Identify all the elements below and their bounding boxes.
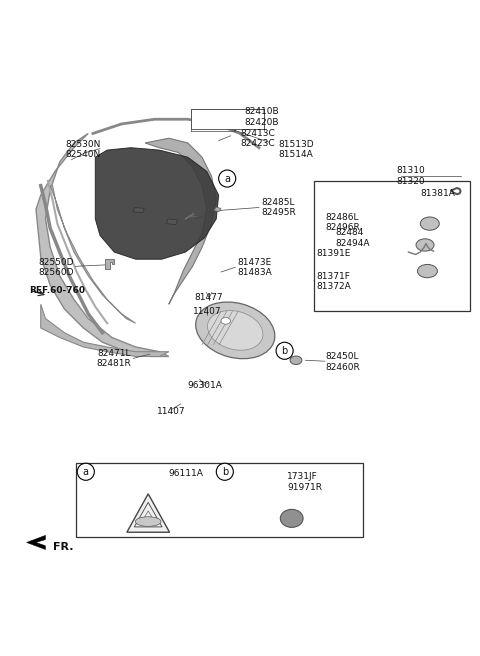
Bar — [76, 463, 363, 537]
Text: 82550D
82560D: 82550D 82560D — [38, 258, 74, 277]
Text: FR.: FR. — [53, 543, 73, 552]
Text: 96111A: 96111A — [168, 469, 203, 478]
Text: 81310
81320: 81310 81320 — [396, 167, 425, 186]
Text: 81391E: 81391E — [316, 249, 350, 258]
Text: 11407: 11407 — [157, 407, 185, 415]
Text: 81381A: 81381A — [420, 189, 455, 197]
Polygon shape — [41, 304, 169, 356]
Polygon shape — [214, 207, 221, 212]
Ellipse shape — [221, 318, 230, 324]
Ellipse shape — [416, 239, 434, 251]
Ellipse shape — [207, 310, 263, 350]
Bar — [313, 181, 470, 312]
Polygon shape — [105, 259, 114, 269]
Text: REF.60-760: REF.60-760 — [29, 287, 85, 295]
Text: 82413C
82423C: 82413C 82423C — [240, 129, 275, 148]
Circle shape — [219, 170, 236, 187]
Text: b: b — [222, 467, 228, 477]
Polygon shape — [36, 133, 169, 356]
Text: 81477: 81477 — [195, 293, 224, 302]
Polygon shape — [26, 535, 46, 550]
Polygon shape — [133, 207, 144, 213]
Polygon shape — [50, 186, 136, 323]
Text: a: a — [224, 174, 230, 184]
Text: 81513D
81514A: 81513D 81514A — [278, 140, 313, 159]
Text: 11407: 11407 — [192, 307, 221, 316]
Polygon shape — [145, 138, 216, 304]
Text: 1731JF
91971R: 1731JF 91971R — [288, 472, 323, 492]
Text: 81371F
81372A: 81371F 81372A — [316, 272, 351, 291]
Text: a: a — [83, 467, 89, 477]
Text: 96301A: 96301A — [187, 381, 222, 390]
Text: b: b — [281, 346, 288, 356]
Ellipse shape — [420, 217, 439, 230]
Text: 82530N
82540N: 82530N 82540N — [66, 140, 101, 159]
Polygon shape — [167, 219, 178, 224]
Ellipse shape — [418, 264, 437, 277]
Text: 82484
82494A: 82484 82494A — [335, 228, 370, 247]
Text: 81473E
81483A: 81473E 81483A — [238, 258, 272, 277]
Text: 82471L
82481R: 82471L 82481R — [96, 349, 131, 368]
Ellipse shape — [135, 517, 161, 526]
Ellipse shape — [290, 356, 302, 365]
Text: 82486L
82496R: 82486L 82496R — [325, 213, 360, 232]
Circle shape — [276, 342, 293, 359]
Circle shape — [216, 463, 233, 480]
Polygon shape — [96, 148, 219, 259]
Ellipse shape — [196, 302, 275, 359]
Text: 82485L
82495R: 82485L 82495R — [261, 198, 296, 217]
Text: 82410B
82420B: 82410B 82420B — [244, 107, 279, 127]
Bar — [191, 109, 264, 129]
Ellipse shape — [280, 509, 303, 527]
Circle shape — [77, 463, 95, 480]
Text: 82450L
82460R: 82450L 82460R — [325, 352, 360, 372]
Polygon shape — [127, 494, 169, 532]
